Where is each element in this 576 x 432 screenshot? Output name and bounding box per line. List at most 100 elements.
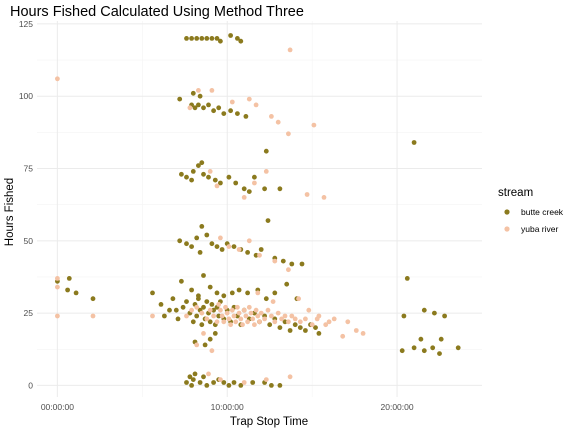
data-point bbox=[199, 36, 205, 41]
data-point bbox=[218, 180, 223, 186]
data-point bbox=[201, 273, 206, 278]
data-point bbox=[299, 261, 305, 267]
y-tick-label: 75 bbox=[24, 164, 34, 174]
data-point bbox=[241, 380, 247, 385]
data-point bbox=[255, 290, 261, 296]
data-point bbox=[277, 186, 283, 192]
data-point bbox=[194, 313, 200, 319]
data-point bbox=[248, 310, 254, 316]
data-point bbox=[275, 310, 281, 316]
data-point bbox=[201, 171, 206, 177]
data-point bbox=[287, 328, 293, 333]
data-point bbox=[190, 169, 196, 174]
data-point bbox=[207, 319, 213, 325]
data-point bbox=[250, 316, 256, 322]
data-point bbox=[202, 342, 208, 348]
data-point bbox=[231, 244, 237, 250]
data-point bbox=[199, 224, 205, 229]
data-point bbox=[184, 313, 189, 319]
data-point bbox=[228, 322, 234, 328]
data-point bbox=[246, 96, 252, 102]
data-point bbox=[282, 313, 288, 319]
data-point bbox=[194, 304, 200, 310]
data-point bbox=[221, 293, 227, 299]
data-point bbox=[289, 313, 295, 319]
data-point bbox=[272, 319, 278, 325]
data-point bbox=[246, 304, 252, 310]
data-point bbox=[223, 304, 228, 310]
data-point bbox=[192, 371, 198, 377]
data-point bbox=[243, 114, 249, 119]
data-point bbox=[209, 302, 215, 307]
data-point bbox=[207, 169, 213, 174]
data-point bbox=[190, 319, 196, 325]
data-point bbox=[455, 345, 461, 351]
data-point bbox=[257, 252, 262, 258]
data-point bbox=[442, 313, 447, 319]
legend-key bbox=[504, 209, 510, 215]
data-point bbox=[263, 148, 269, 154]
data-point bbox=[201, 331, 206, 336]
data-point bbox=[189, 177, 195, 183]
data-point bbox=[437, 351, 442, 356]
data-point bbox=[184, 299, 189, 304]
data-point bbox=[421, 307, 427, 313]
data-point bbox=[211, 380, 217, 385]
data-point bbox=[197, 380, 203, 385]
data-point bbox=[421, 348, 427, 354]
data-point bbox=[224, 310, 230, 316]
data-point bbox=[197, 93, 203, 99]
data-point bbox=[204, 232, 210, 238]
data-point bbox=[252, 180, 257, 186]
data-point bbox=[303, 316, 308, 322]
data-point bbox=[196, 163, 201, 169]
data-point bbox=[235, 36, 240, 41]
data-point bbox=[280, 258, 286, 264]
data-point bbox=[90, 296, 96, 302]
data-point bbox=[196, 296, 201, 302]
data-point bbox=[90, 313, 96, 319]
data-point bbox=[246, 238, 252, 244]
data-point bbox=[275, 119, 281, 125]
data-point bbox=[211, 307, 217, 313]
data-point bbox=[199, 310, 205, 316]
data-point bbox=[214, 290, 220, 296]
data-point bbox=[303, 328, 308, 333]
data-point bbox=[218, 38, 223, 44]
data-point bbox=[189, 287, 195, 293]
data-point bbox=[286, 319, 291, 325]
data-point bbox=[218, 377, 223, 382]
data-point bbox=[233, 180, 239, 186]
data-point bbox=[55, 313, 60, 319]
data-point bbox=[292, 322, 298, 328]
data-point bbox=[323, 322, 329, 328]
data-point bbox=[170, 296, 176, 302]
data-point bbox=[241, 195, 247, 200]
data-point bbox=[189, 307, 195, 313]
y-tick-label: 125 bbox=[19, 19, 33, 29]
data-point bbox=[399, 348, 405, 354]
data-point bbox=[214, 244, 220, 250]
data-point bbox=[55, 284, 60, 290]
data-point bbox=[345, 319, 351, 325]
data-point bbox=[296, 296, 301, 302]
data-point bbox=[250, 380, 256, 385]
legend: stream butte creek yuba river bbox=[498, 187, 564, 234]
data-point bbox=[216, 105, 222, 111]
data-point bbox=[289, 261, 295, 267]
y-tick-label: 0 bbox=[28, 380, 33, 390]
data-point bbox=[411, 345, 417, 351]
data-point bbox=[277, 325, 283, 330]
data-point bbox=[418, 336, 424, 342]
data-point bbox=[209, 36, 215, 41]
data-point bbox=[438, 336, 444, 342]
data-point bbox=[73, 290, 79, 296]
data-point bbox=[209, 88, 215, 93]
data-point bbox=[360, 331, 366, 336]
data-point bbox=[162, 313, 167, 319]
data-point bbox=[265, 307, 271, 313]
y-axis-title: Hours Fished bbox=[4, 178, 16, 246]
chart-title: Hours Fished Calculated Using Method Thr… bbox=[10, 4, 304, 20]
data-point bbox=[221, 319, 227, 325]
data-point bbox=[326, 319, 332, 325]
